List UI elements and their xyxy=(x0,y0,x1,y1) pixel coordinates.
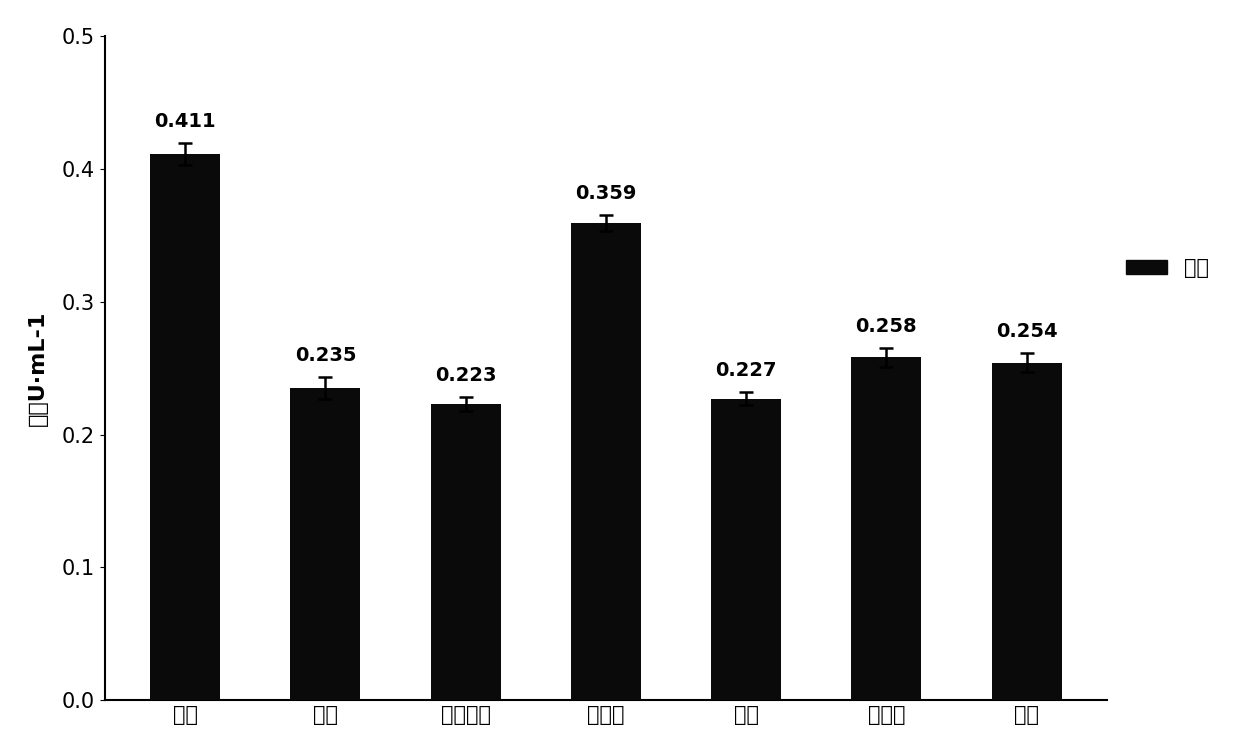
Text: 0.411: 0.411 xyxy=(154,112,216,132)
Text: 0.254: 0.254 xyxy=(996,322,1058,342)
Legend: 酶活: 酶活 xyxy=(1117,250,1218,287)
Text: 0.223: 0.223 xyxy=(435,367,496,386)
Bar xyxy=(852,358,921,700)
Bar xyxy=(711,398,781,700)
Bar xyxy=(430,404,501,700)
Bar xyxy=(992,363,1061,700)
Bar xyxy=(150,154,221,700)
Text: 0.359: 0.359 xyxy=(575,184,636,203)
Text: 0.258: 0.258 xyxy=(856,317,918,336)
Text: 0.227: 0.227 xyxy=(715,361,777,380)
Y-axis label: 酶活U·mL-1: 酶活U·mL-1 xyxy=(27,310,48,425)
Bar xyxy=(290,388,361,700)
Bar xyxy=(570,223,641,700)
Text: 0.235: 0.235 xyxy=(295,346,356,365)
